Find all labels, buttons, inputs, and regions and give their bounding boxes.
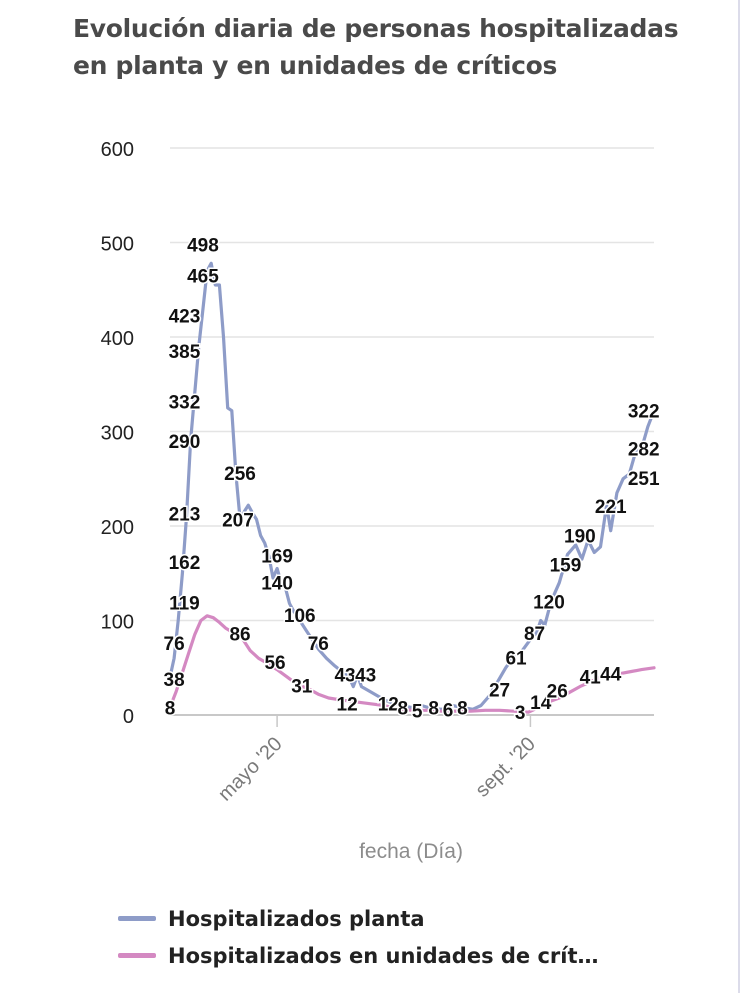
y-tick-label: 300: [101, 423, 134, 445]
data-label: 56: [264, 653, 285, 674]
data-label: 31: [291, 677, 313, 698]
data-label: 221: [595, 497, 627, 518]
data-label: 12: [378, 695, 399, 716]
data-label: 8: [165, 698, 176, 719]
legend-item-criticos[interactable]: Hospitalizados en unidades de crít…: [118, 937, 599, 974]
data-label: 332: [169, 392, 201, 413]
data-label: 8: [397, 698, 408, 719]
data-label: 3: [515, 703, 526, 724]
data-label: 322: [628, 402, 660, 423]
y-tick-label: 100: [101, 612, 134, 634]
x-axis-ticks: mayo '20 sept. '20: [214, 715, 540, 805]
y-axis-ticks: 0 100 200 300 400 500 600: [101, 139, 134, 728]
data-label: 76: [164, 634, 185, 655]
data-label: 423: [169, 306, 201, 327]
data-label: 190: [564, 526, 596, 547]
data-label: 120: [533, 593, 565, 614]
data-label: 290: [169, 432, 201, 453]
chart-legend[interactable]: Hospitalizados planta Hospitalizados en …: [118, 900, 599, 974]
series-lines: [168, 261, 656, 714]
data-label: 44: [600, 664, 622, 685]
data-label: 26: [547, 681, 568, 702]
data-label: 159: [550, 556, 582, 577]
data-label: 465: [187, 267, 219, 288]
gridlines: [170, 147, 654, 716]
y-tick-label: 600: [101, 139, 134, 161]
data-label: 8: [428, 698, 439, 719]
legend-label-criticos: Hospitalizados en unidades de crít…: [168, 943, 599, 968]
data-label: 5: [412, 701, 423, 722]
data-label: 282: [628, 440, 660, 461]
legend-swatch-criticos: [118, 953, 156, 958]
y-tick-label: 500: [101, 234, 134, 256]
data-label: 162: [169, 553, 201, 574]
data-label: 61: [505, 648, 527, 669]
legend-item-planta[interactable]: Hospitalizados planta: [118, 900, 599, 937]
data-label: 256: [224, 464, 256, 485]
data-label: 213: [169, 505, 201, 526]
legend-label-planta: Hospitalizados planta: [168, 906, 425, 931]
y-tick-label: 0: [123, 706, 134, 728]
data-label: 169: [261, 546, 293, 567]
y-tick-label: 200: [101, 517, 134, 539]
data-label: 119: [169, 594, 200, 615]
data-label: 106: [284, 606, 316, 627]
data-label: 43: [334, 665, 355, 686]
data-label: 87: [524, 624, 545, 645]
data-label: 498: [187, 235, 219, 256]
data-label: 8: [457, 698, 468, 719]
data-label: 86: [229, 625, 250, 646]
data-label: 76: [308, 634, 329, 655]
data-label: 43: [355, 665, 376, 686]
panel-border: [738, 0, 740, 993]
data-label: 207: [222, 510, 254, 531]
data-label: 38: [164, 670, 185, 691]
data-label: 251: [628, 469, 660, 490]
x-axis-label: fecha (Día): [359, 840, 463, 863]
chart-title: Evolución diaria de personas hospitaliza…: [73, 14, 679, 80]
y-tick-label: 400: [101, 328, 134, 350]
data-label: 41: [580, 667, 602, 688]
series-line-1: [168, 614, 656, 714]
x-tick-label: sept. '20: [471, 733, 540, 802]
data-label: 140: [261, 574, 293, 595]
legend-swatch-planta: [118, 916, 156, 921]
data-labels: 8387611916221329033238542346549886256207…: [162, 234, 661, 726]
data-label: 12: [337, 695, 358, 716]
series-line-0: [168, 261, 656, 711]
x-tick-label: mayo '20: [214, 733, 287, 806]
line-chart: 0 100 200 300 400 500 600 mayo '20 sept. '20 8 3…: [101, 139, 662, 863]
data-label: 385: [169, 342, 201, 363]
data-label: 14: [530, 693, 552, 714]
data-label: 6: [443, 700, 454, 721]
data-label: 27: [489, 680, 510, 701]
